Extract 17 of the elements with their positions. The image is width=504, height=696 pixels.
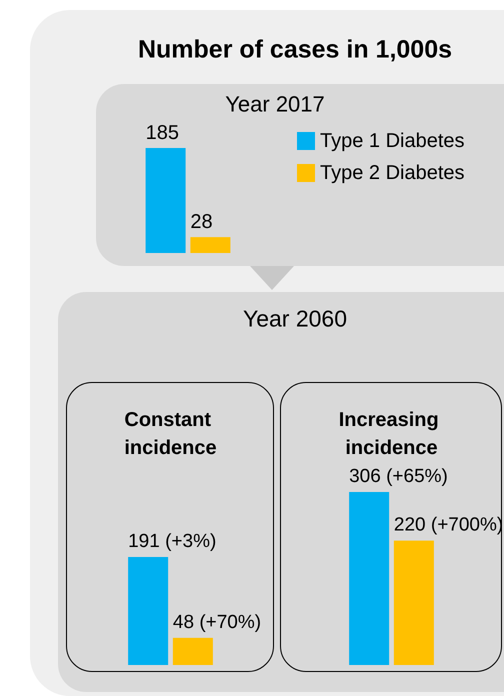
bar	[394, 540, 434, 665]
chart-subtitle: Year 2017	[225, 92, 325, 116]
bar	[172, 638, 213, 665]
legend-label: Type 1 Diabetes	[320, 130, 465, 152]
data-label: 306 (+65%)	[349, 466, 448, 487]
x-tick-label: Increasing incidence	[338, 409, 444, 459]
data-label: 191 (+3%)	[128, 531, 216, 552]
bar	[128, 557, 168, 665]
legend-label: Type 2 Diabetes	[320, 162, 465, 184]
text: Number of cases in 1,000s	[138, 36, 452, 64]
data-label: 185	[146, 122, 179, 144]
data-label: 220 (+700%)	[394, 514, 504, 536]
chart-title: Year 2060	[242, 306, 348, 332]
data-label: 28	[190, 211, 213, 234]
x-tick-label: Constant incidence	[124, 409, 217, 459]
bar	[349, 492, 390, 665]
data-label: 48 (+70%)	[172, 612, 262, 633]
